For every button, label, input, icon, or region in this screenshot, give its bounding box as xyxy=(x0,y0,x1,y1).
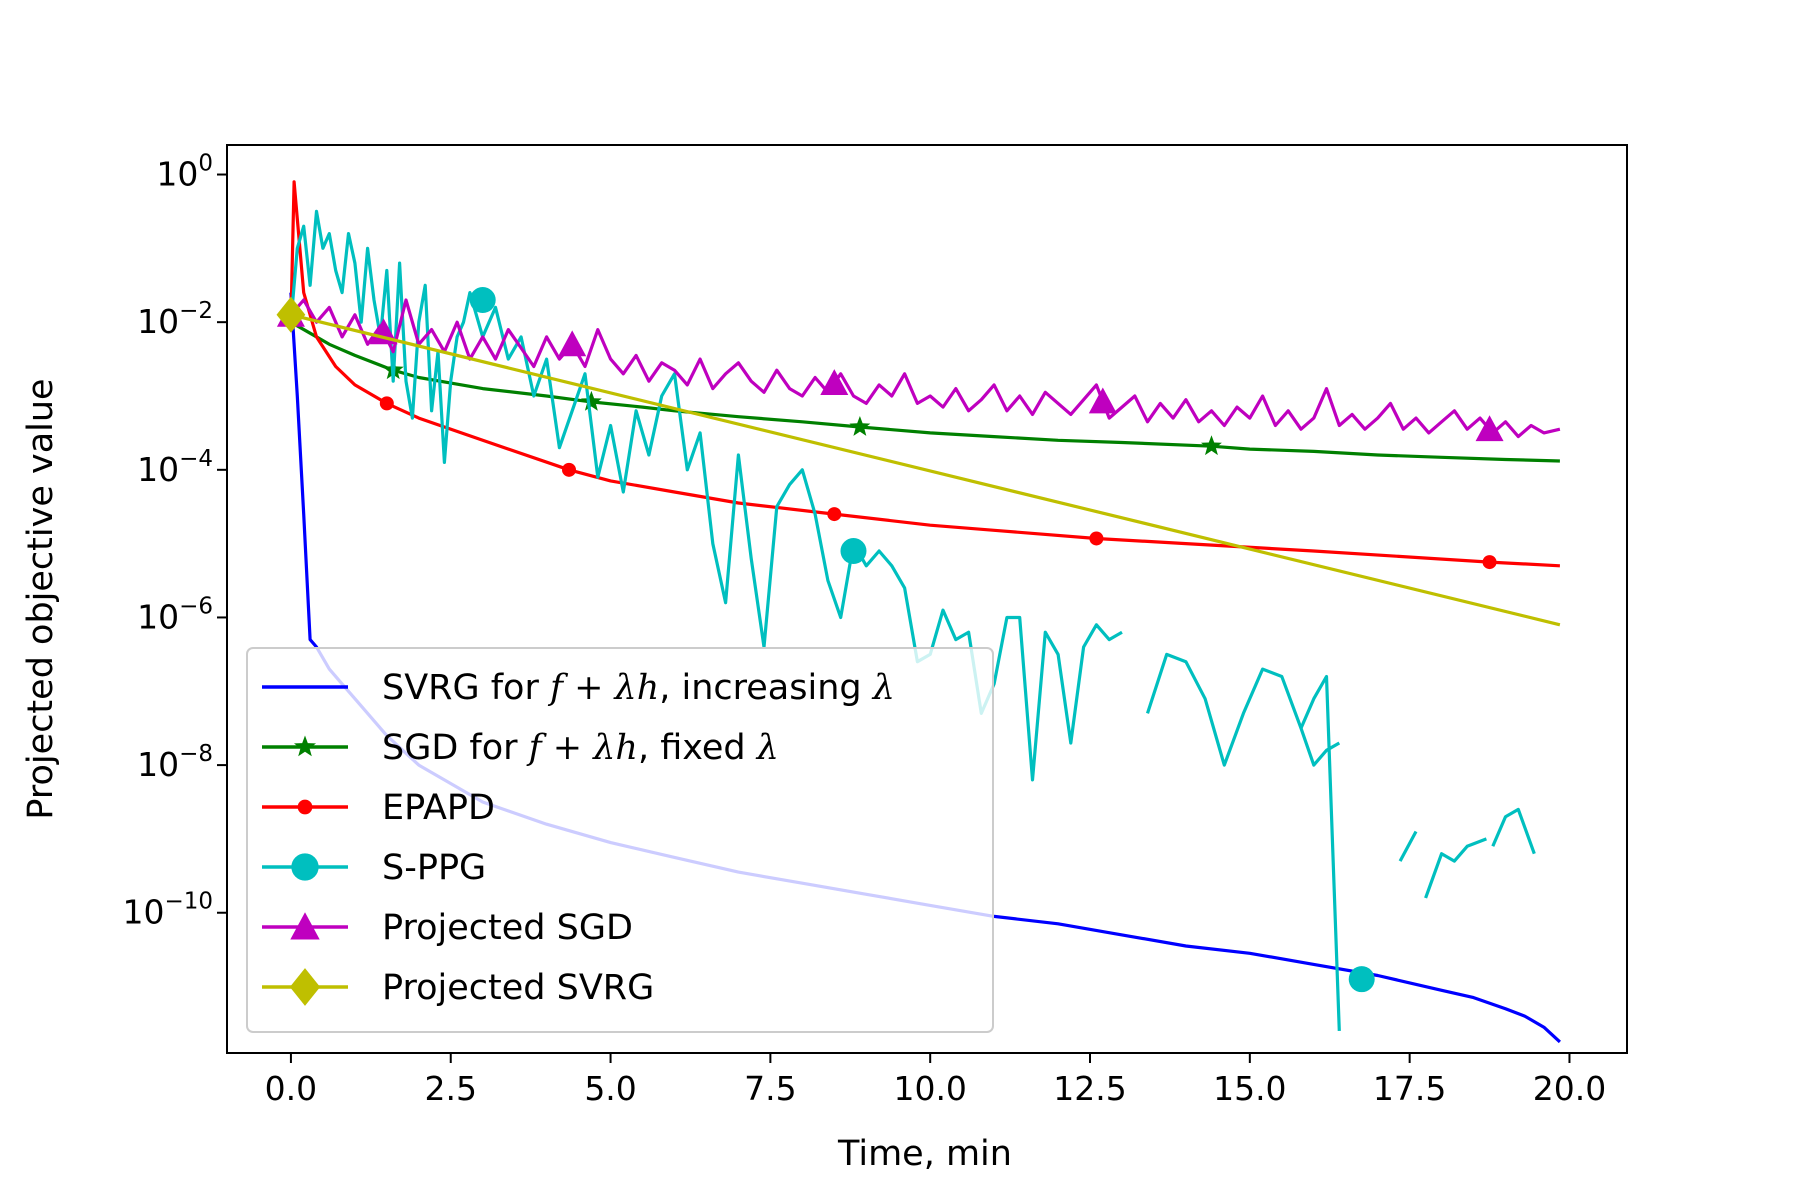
series-line-s-ppg xyxy=(1398,830,1418,862)
y-tick-label: 100 xyxy=(156,151,213,194)
legend-item-epapd: EPAPD xyxy=(262,788,495,828)
legend-label: S-PPG xyxy=(382,848,486,888)
legend-label: SVRG for f + λh, increasing λ xyxy=(382,668,895,708)
series-line-s-ppg xyxy=(289,209,1123,782)
series-s-ppg xyxy=(289,209,1536,1031)
legend-item-svrg-increasing: SVRG for f + λh, increasing λ xyxy=(262,668,895,708)
series-line-projected-sgd xyxy=(289,298,1561,439)
plot-frame xyxy=(226,144,1628,1054)
legend-marker xyxy=(289,968,321,1006)
y-tick-label: 10−4 xyxy=(137,446,213,489)
data-point-projected-sgd xyxy=(1475,415,1504,442)
data-point-projected-sgd xyxy=(820,369,849,395)
data-point-sgd-fixed xyxy=(580,390,602,411)
x-tick-label: 5.0 xyxy=(584,1069,636,1108)
y-tick-label: 10−8 xyxy=(137,741,213,784)
legend-marker xyxy=(294,735,316,757)
legend-item-projected-svrg: Projected SVRG xyxy=(262,968,654,1008)
y-axis: 100 10−2 10−4 10−6 10−8 10−10 xyxy=(122,151,227,932)
legend: SVRG for f + λh, increasing λ SGD for f +… xyxy=(246,647,994,1033)
x-tick-label: 15.0 xyxy=(1213,1069,1286,1108)
legend-item-projected-sgd: Projected SGD xyxy=(262,908,633,948)
x-axis-label: Time, min xyxy=(837,1134,1012,1174)
y-tick-label: 10−10 xyxy=(122,889,213,932)
series-line-s-ppg xyxy=(1299,674,1341,1031)
series-line-epapd xyxy=(289,180,1560,568)
series-line-s-ppg xyxy=(1424,837,1487,899)
legend-frame xyxy=(246,647,994,1033)
x-tick-label: 0.0 xyxy=(265,1069,317,1108)
data-point-projected-svrg xyxy=(276,296,306,333)
data-point-sgd-fixed xyxy=(849,416,871,436)
y-tick-label: 10−2 xyxy=(137,298,213,341)
legend-marker xyxy=(291,853,319,881)
data-point-epapd xyxy=(562,462,577,477)
data-point-epapd xyxy=(379,396,394,411)
legend-label: Projected SVRG xyxy=(382,968,654,1008)
data-point-sgd-fixed xyxy=(1201,435,1222,456)
data-point-epapd xyxy=(1482,555,1497,570)
x-tick-label: 2.5 xyxy=(425,1069,477,1108)
data-point-s-ppg xyxy=(1348,966,1375,993)
data-point-projected-sgd xyxy=(558,330,587,357)
data-point-s-ppg xyxy=(469,287,496,314)
legend-label: EPAPD xyxy=(382,788,495,828)
legend-label: SGD for f + λh, fixed λ xyxy=(382,728,779,768)
series-projected-svrg xyxy=(276,296,1561,627)
legend-marker xyxy=(290,912,320,940)
x-tick-label: 7.5 xyxy=(744,1069,796,1108)
data-point-epapd xyxy=(827,507,842,522)
legend-marker xyxy=(297,799,313,815)
series-epapd xyxy=(289,180,1560,570)
y-tick-label: 10−6 xyxy=(137,593,213,636)
series-line-projected-svrg xyxy=(290,313,1561,627)
x-tick-label: 12.5 xyxy=(1053,1069,1126,1108)
y-axis-label: Projected objective value xyxy=(21,378,61,819)
legend-label: Projected SGD xyxy=(382,908,633,948)
series-line-s-ppg xyxy=(1491,807,1536,855)
series-line-s-ppg xyxy=(1145,652,1341,767)
legend-item-sgd-fixed: SGD for f + λh, fixed λ xyxy=(262,728,779,768)
data-point-s-ppg xyxy=(840,538,867,565)
x-tick-label: 10.0 xyxy=(893,1069,966,1108)
data-point-epapd xyxy=(1089,531,1104,546)
x-tick-label: 20.0 xyxy=(1533,1069,1606,1108)
x-tick-label: 17.5 xyxy=(1373,1069,1446,1108)
x-axis: 0.0 2.5 5.0 7.5 10.0 12.5 15.0 17.5 20.0 xyxy=(265,1053,1606,1108)
data-point-projected-sgd xyxy=(1088,387,1117,414)
legend-item-s-ppg: S-PPG xyxy=(262,848,486,888)
